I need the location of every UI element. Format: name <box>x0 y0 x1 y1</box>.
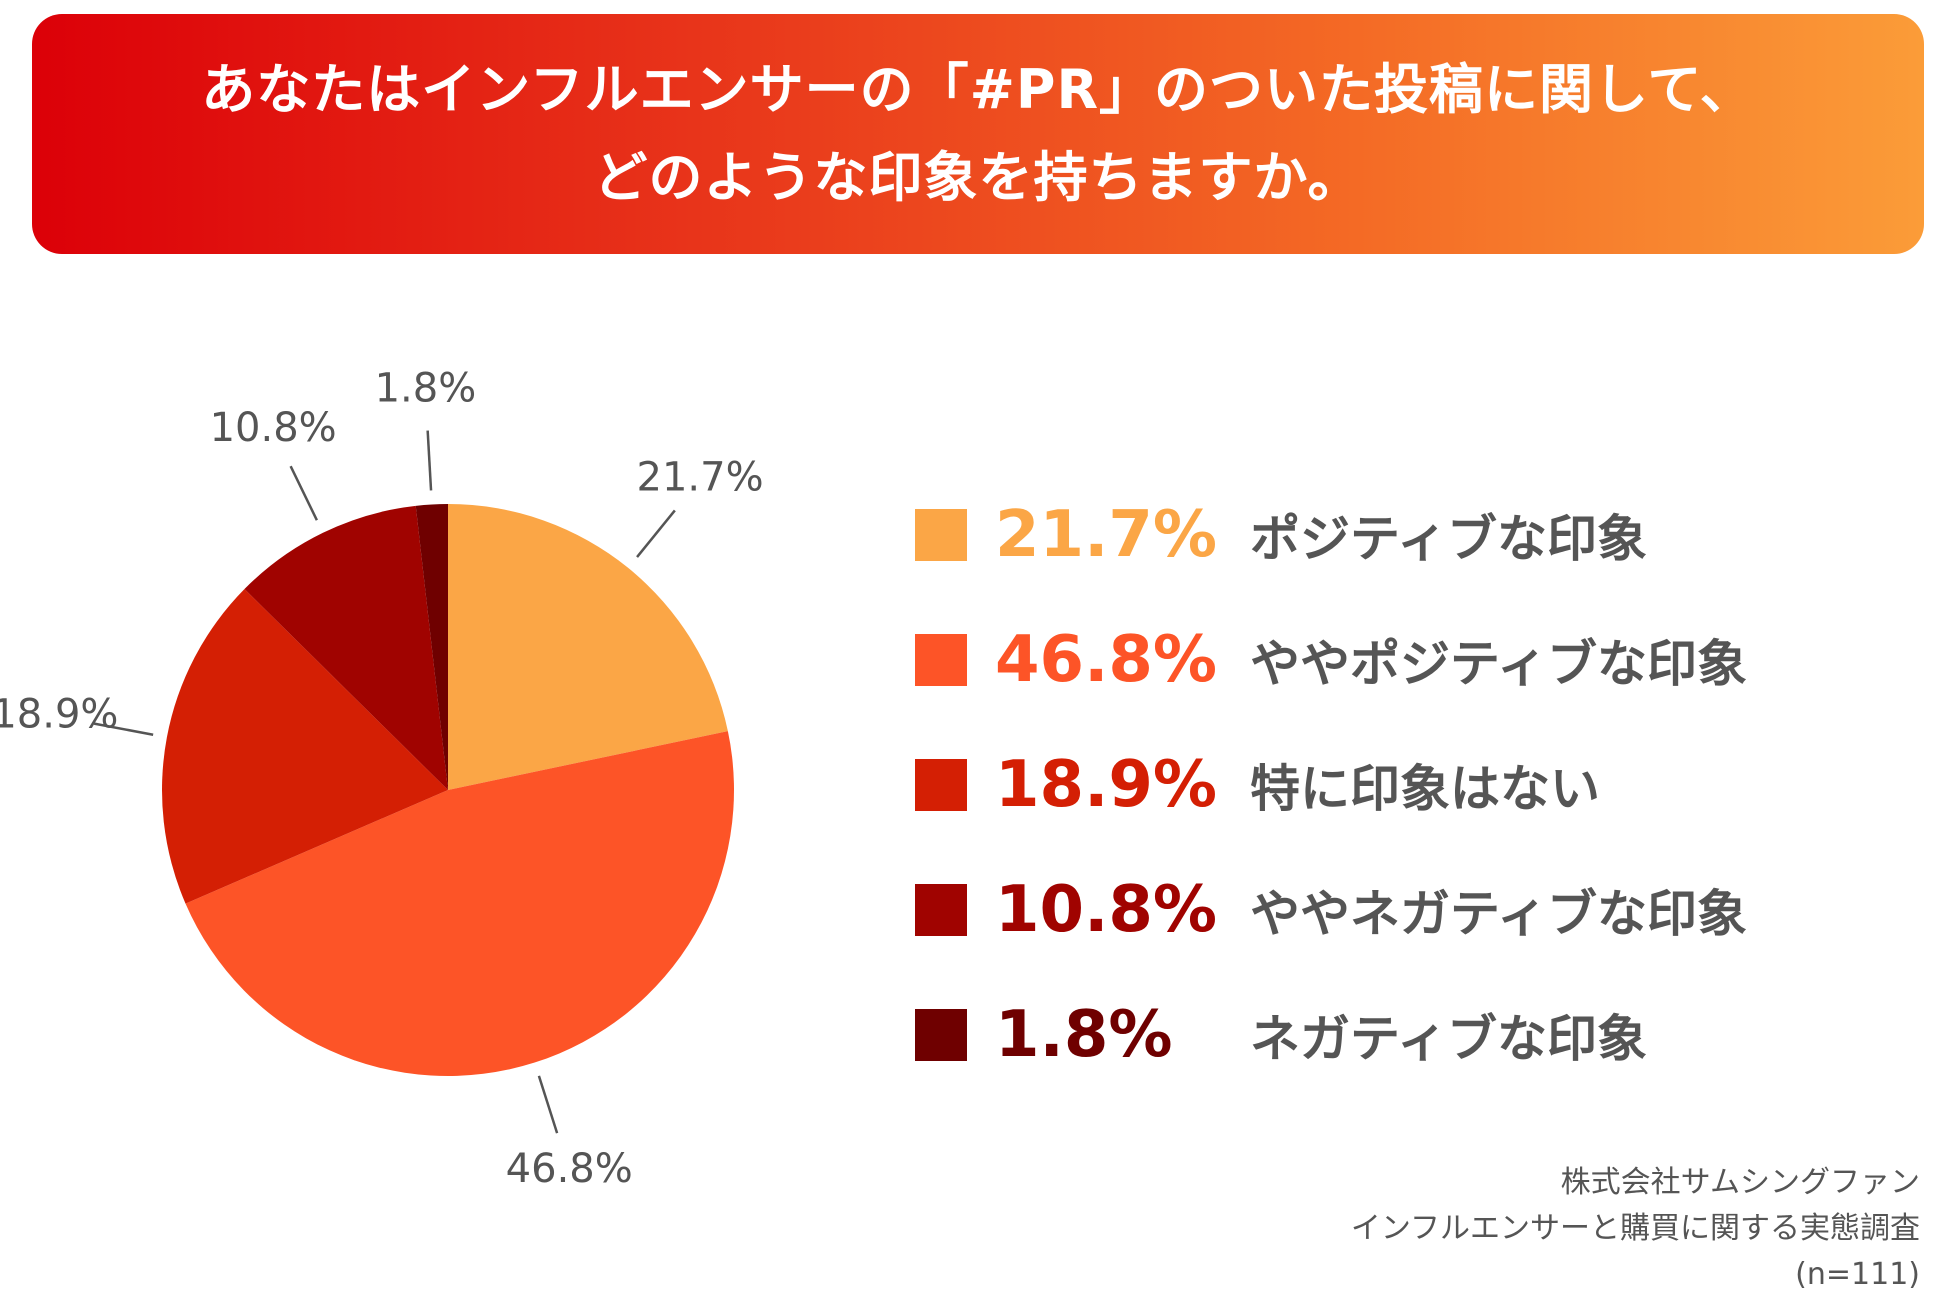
pie-label-neutral: 18.9% <box>0 691 118 737</box>
leader-line <box>636 509 676 558</box>
pie-slice-neutral <box>161 589 449 904</box>
legend-swatch <box>915 508 967 561</box>
source-survey-name: インフルエンサーと購買に関する実態調査 <box>1350 1211 1920 1246</box>
legend-label: ややネガティブな印象 <box>1250 884 1747 943</box>
legend-item-neutral: 18.9% 特に印象はない <box>915 722 1747 847</box>
leader-line <box>537 1075 559 1134</box>
pie-label-somewhat-positive: 46.8% <box>506 1146 633 1192</box>
leader-line <box>289 465 318 521</box>
legend-item-somewhat-negative: 10.8% ややネガティブな印象 <box>915 847 1747 972</box>
source-company: 株式会社サムシングファン <box>1560 1165 1920 1200</box>
legend-value: 21.7% <box>995 497 1218 572</box>
legend-label: ポジティブな印象 <box>1250 509 1647 568</box>
legend-value: 46.8% <box>995 622 1218 697</box>
leader-line <box>93 722 154 736</box>
legend-item-negative: 1.8% ネガティブな印象 <box>915 972 1747 1097</box>
pie-label-positive: 21.7% <box>637 454 764 500</box>
pie-slices <box>161 504 734 1076</box>
legend-value: 10.8% <box>995 872 1218 947</box>
pie-value-labels: 21.7% 46.8% 18.9% 10.8% 1.8% <box>0 366 764 1193</box>
pie-label-negative: 1.8% <box>375 366 477 412</box>
legend-swatch <box>915 758 967 811</box>
title-line-1: あなたはインフルエンサーの「#PR」のついた投稿に関して、 <box>201 58 1755 121</box>
legend-swatch <box>915 1008 967 1061</box>
title-banner: あなたはインフルエンサーの「#PR」のついた投稿に関して、 どのような印象を持ち… <box>32 14 1924 254</box>
legend-swatch <box>915 883 967 936</box>
legend-label: 特に印象はない <box>1250 759 1600 818</box>
source-credit: 株式会社サムシングファン インフルエンサーと購買に関する実態調査 (n=111) <box>1351 1160 1920 1298</box>
pie-slice-positive <box>448 504 728 790</box>
source-sample-size: (n=111) <box>1795 1257 1920 1292</box>
pie-label-somewhat-negative: 10.8% <box>210 405 337 451</box>
leader-line <box>426 430 433 491</box>
title-line-2: どのような印象を持ちますか。 <box>593 146 1363 209</box>
legend-item-somewhat-positive: 46.8% ややポジティブな印象 <box>915 597 1747 722</box>
pie-slice-somewhat-positive <box>185 731 734 1076</box>
legend-swatch <box>915 633 967 686</box>
legend-label: ネガティブな印象 <box>1250 1009 1647 1068</box>
legend-label: ややポジティブな印象 <box>1250 634 1747 693</box>
legend: 21.7% ポジティブな印象 46.8% ややポジティブな印象 18.9% 特に… <box>915 472 1747 1097</box>
pie-slice-somewhat-negative <box>244 505 448 790</box>
legend-item-positive: 21.7% ポジティブな印象 <box>915 472 1747 597</box>
legend-value: 1.8% <box>995 997 1173 1072</box>
pie-leader-lines <box>93 430 676 1134</box>
pie-slice-negative <box>415 504 448 790</box>
legend-value: 18.9% <box>995 747 1218 822</box>
